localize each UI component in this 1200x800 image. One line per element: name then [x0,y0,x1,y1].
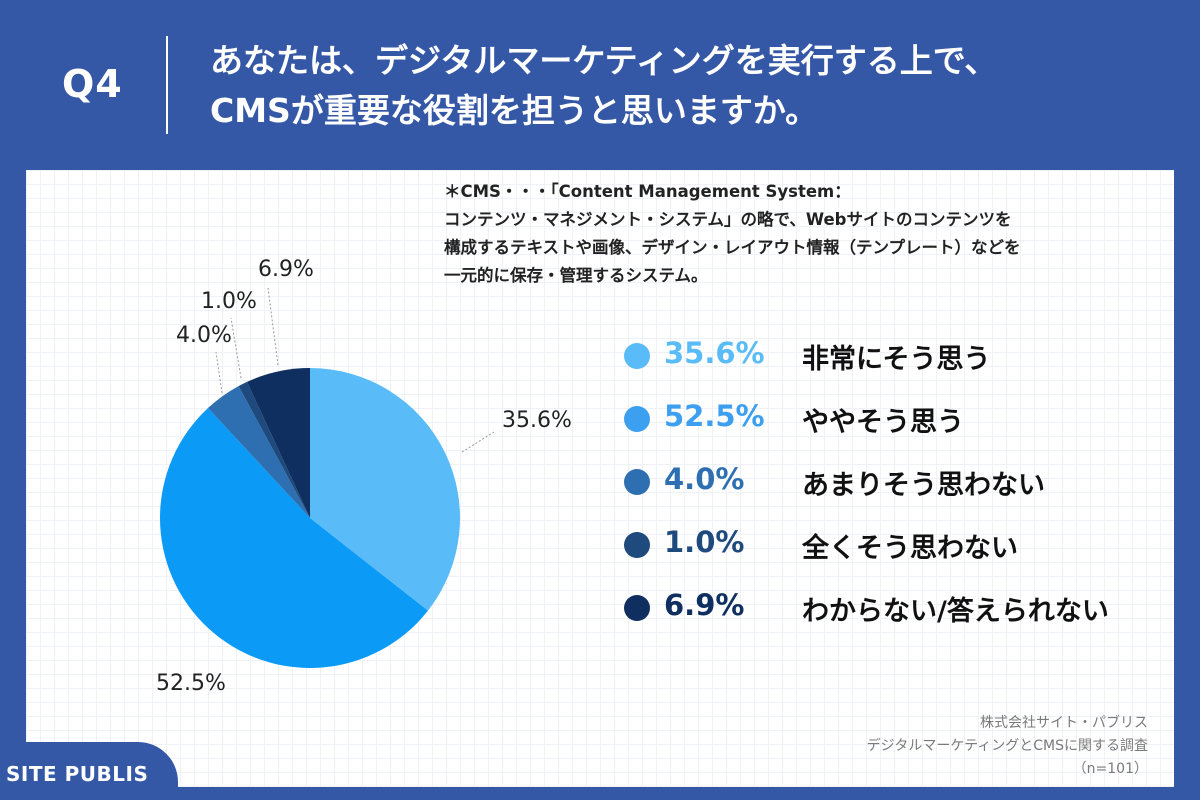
legend-percent: 1.0% [664,525,745,559]
note-line-3: 構成するテキストや画像、デザイン・レイアウト情報（テンプレート）などを [444,238,1021,257]
source-sample: （n=101） [1072,761,1148,777]
chart-panel: 35.6% 52.5% 4.0% 1.0% 6.9% ＊CMS・・・「Content M… [26,170,1174,787]
question-title: あなたは、デジタルマーケティングを実行する上で、 CMSが重要な役割を担うと思い… [210,36,1170,136]
pie-data-label: 4.0% [176,323,232,348]
pie-slice [208,386,310,518]
brand-tab: SITE PUBLIS [0,742,178,800]
legend-percent: 6.9% [664,588,745,622]
note-line-1: ＊CMS・・・「Content Management System： [444,182,851,201]
note-line-2: コンテンツ・マネジメント・システム」の略で、Webサイトのコンテンツを [444,210,1012,229]
legend-label: ややそう思う [802,407,964,438]
leader-line [267,287,279,366]
header: Q4 あなたは、デジタルマーケティングを実行する上で、 CMSが重要な役割を担う… [0,0,1200,170]
brand-logo: SITE PUBLIS [6,762,149,786]
cms-note: ＊CMS・・・「Content Management System： コンテンツ… [444,178,1164,290]
legend-percent: 52.5% [664,399,765,433]
legend-dot [624,532,650,558]
pie-slice [160,408,428,668]
leader-line [230,317,242,379]
question-number: Q4 [62,62,123,106]
question-line-2: CMSが重要な役割を担うと思いますか。 [210,91,819,130]
pie-slice [238,381,310,518]
pie-data-label: 6.9% [258,257,314,282]
legend-label: 非常にそう思う [802,344,991,375]
header-divider [166,36,168,134]
pie-chart: 35.6% 52.5% 4.0% 1.0%6.9% [156,257,572,696]
legend-dot [624,406,650,432]
pie-data-label: 52.5% [156,671,226,696]
legend-label: 全くそう思わない [802,533,1018,564]
question-line-1: あなたは、デジタルマーケティングを実行する上で、 [210,41,998,80]
leader-line [215,351,223,394]
source-survey: デジタルマーケティングとCMSに関する調査 [866,738,1148,754]
legend-percent: 4.0% [664,462,745,496]
source-note: 株式会社サイト・パブリス デジタルマーケティングとCMSに関する調査 （n=10… [867,712,1148,781]
pie-data-label: 35.6% [502,408,572,433]
legend-dot [624,469,650,495]
legend-dot [624,595,650,621]
legend-label: あまりそう思わない [802,470,1045,501]
pie-data-label: 1.0% [201,289,257,314]
source-company: 株式会社サイト・パブリス [980,715,1148,731]
leader-line [461,431,495,453]
pie-slice [310,368,461,611]
legend-dot [624,343,650,369]
pie-slice [246,368,310,518]
legend-label: わからない/答えられない [802,596,1109,627]
legend-percent: 35.6% [664,336,765,370]
note-line-4: 一元的に保存・管理するシステム。 [444,266,708,285]
